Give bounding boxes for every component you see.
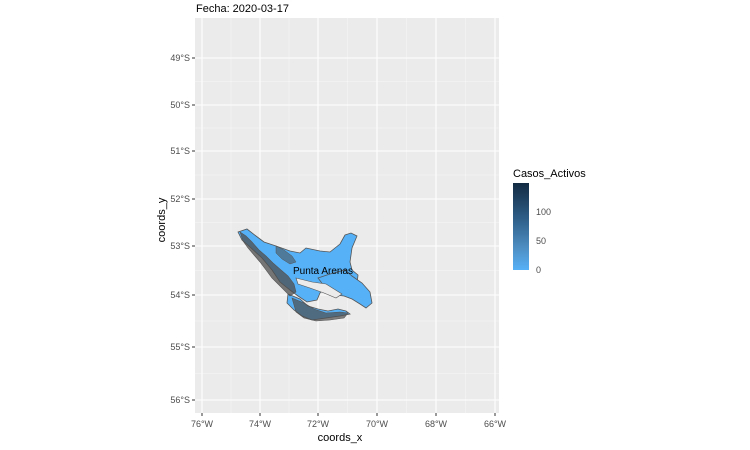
legend-colorbar [513, 183, 529, 270]
x-tick-label: 74°W [249, 419, 272, 429]
legend-label-100: 100 [536, 207, 552, 217]
region-archipelago-south [291, 297, 349, 322]
region-fjord-north [275, 245, 297, 265]
y-axis-title: coords_y [156, 197, 168, 243]
legend-title: Casos_Activos [513, 168, 586, 180]
legend: Casos_Activos 100 50 0 [513, 168, 613, 278]
y-tick-label: 56°S [170, 395, 190, 405]
legend-label-50: 50 [536, 236, 547, 246]
legend-label-0: 0 [536, 265, 542, 275]
y-tick-label: 50°S [170, 100, 190, 110]
x-tick-label: 72°W [307, 419, 330, 429]
y-tick-label: 53°S [170, 241, 190, 251]
x-tick-label: 66°W [484, 419, 507, 429]
y-tick-label: 55°S [170, 342, 190, 352]
y-tick-label: 52°S [170, 194, 190, 204]
major-gridlines [195, 18, 499, 413]
region-archipelago-west [239, 231, 297, 297]
panel-background [195, 18, 499, 413]
y-tick-label: 51°S [170, 146, 190, 156]
x-tick-label: 68°W [425, 419, 448, 429]
region-magallanes [237, 228, 373, 322]
x-axis: 76°W 74°W 72°W 70°W 68°W 66°W [191, 413, 507, 429]
region-label: Punta Arenas [293, 266, 353, 277]
magellan-strait [295, 277, 343, 299]
y-tick-label: 49°S [170, 53, 190, 63]
plot-title: Fecha: 2020-03-17 [196, 3, 289, 15]
y-tick-label: 54°S [170, 290, 190, 300]
x-tick-label: 76°W [191, 419, 214, 429]
y-axis: 49°S 50°S 51°S 52°S 53°S 54°S 55°S 56°S [170, 53, 195, 405]
x-axis-title: coords_x [317, 432, 363, 444]
x-tick-label: 70°W [366, 419, 389, 429]
